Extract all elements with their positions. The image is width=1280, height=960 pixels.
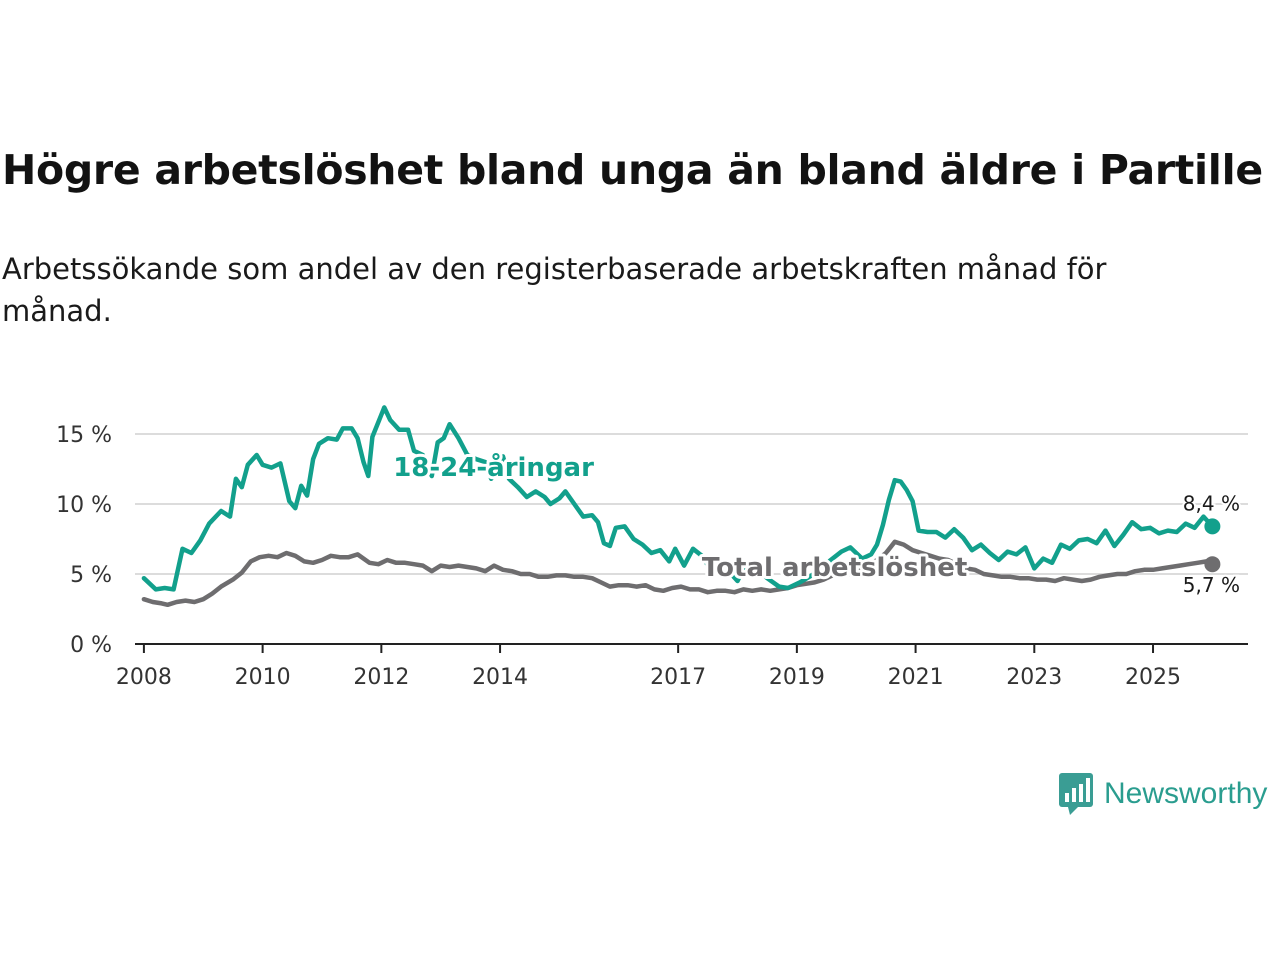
series-labels: 18-24-åringar 8,4 % Total arbetslöshet 5,7 … (390, 448, 1242, 599)
x-tick-label: 2014 (472, 665, 528, 690)
y-axis-ticks: 0 % 5 % 10 % 15 % (56, 423, 112, 658)
series-end-value: 5,7 % (1183, 573, 1240, 597)
y-tick-label: 0 % (70, 633, 112, 658)
y-tick-label: 5 % (70, 563, 112, 588)
series-end-marker (1204, 518, 1221, 535)
newsworthy-brand[interactable]: Newsworthy (1058, 772, 1267, 816)
series-end-marker (1204, 556, 1221, 573)
x-axis-ticks: 2008 2010 2012 2014 2017 2019 2021 2023 2025 (116, 644, 1181, 690)
series-label: Total arbetslöshet (702, 553, 967, 583)
series-label: 18-24-åringar (393, 451, 594, 483)
x-tick-label: 2019 (769, 665, 825, 690)
x-tick-label: 2023 (1006, 665, 1062, 690)
line-chart: 0 %5 %10 %15 % 2008 2010 2012 2014 2017 2019 2… (56, 405, 1248, 690)
x-tick-label: 2010 (235, 665, 291, 690)
y-tick-label: 10 % (56, 493, 112, 518)
newsworthy-wordmark: Newsworthy (1104, 777, 1268, 810)
y-tick-label: 15 % (56, 423, 112, 448)
x-tick-label: 2025 (1125, 665, 1181, 690)
x-tick-label: 2008 (116, 665, 172, 690)
chart-title: Högre arbetslöshet bland unga än bland ä… (2, 146, 1263, 194)
chart-subtitle: Arbetssökande som andel av den registerb… (2, 252, 1107, 328)
newsworthy-logo-icon (1059, 773, 1093, 815)
x-tick-label: 2021 (888, 665, 944, 690)
x-tick-label: 2012 (353, 665, 409, 690)
x-tick-label: 2017 (650, 665, 706, 690)
series-end-value: 8,4 % (1183, 491, 1240, 515)
series-line (141, 539, 1215, 608)
series-lines (141, 405, 1221, 608)
gridlines (135, 433, 1248, 575)
series-line (141, 405, 1215, 592)
